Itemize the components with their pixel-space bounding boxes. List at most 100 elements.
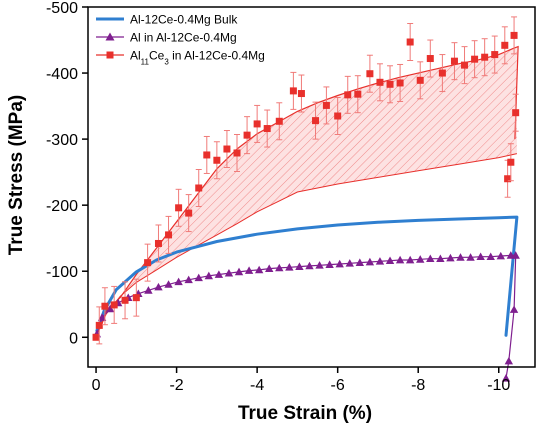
data-point <box>345 259 354 267</box>
data-point <box>213 156 221 164</box>
data-point <box>121 296 129 304</box>
data-point <box>243 131 251 139</box>
data-point <box>461 61 469 69</box>
data-point <box>184 275 193 284</box>
legend-text-part: Al-12Ce-0.4Mg Bulk <box>130 13 238 27</box>
data-point <box>322 101 330 109</box>
data-point <box>185 209 193 217</box>
series-1 <box>95 215 519 337</box>
data-point <box>233 149 241 157</box>
legend-item: Al11Ce3 in Al-12Ce-0.4Mg <box>96 49 265 67</box>
legend-subscript: 3 <box>164 57 169 66</box>
data-point <box>504 175 512 183</box>
shaded-band <box>96 46 517 338</box>
data-point <box>426 254 435 263</box>
data-point <box>105 304 115 313</box>
data-point <box>144 259 152 267</box>
data-point <box>132 294 140 302</box>
data-point <box>175 204 183 212</box>
legend-label: Al-12Ce-0.4Mg Bulk <box>130 13 238 27</box>
series-layer <box>92 16 520 382</box>
data-point <box>203 151 211 159</box>
legend-text-part: Al in Al-12Ce-0.4Mg <box>130 31 237 45</box>
tick-label-layer: 0 -2 -4 -6 -8 -10 -500 -400 -300 -200 -100 0 <box>46 0 510 394</box>
y-tick-label: -200 <box>46 198 78 215</box>
x-tick-label: -4 <box>250 377 264 394</box>
data-point <box>510 31 518 39</box>
y-tick-label: 0 <box>69 330 78 347</box>
data-point <box>263 125 271 133</box>
data-point <box>154 239 162 247</box>
data-point <box>504 356 514 365</box>
data-point <box>406 38 414 46</box>
legend-item: Al in Al-12Ce-0.4Mg <box>96 31 237 45</box>
data-point <box>144 286 153 294</box>
data-point <box>376 78 384 86</box>
data-point <box>450 57 458 65</box>
data-point <box>486 252 495 261</box>
data-point <box>195 184 203 192</box>
data-point <box>426 55 434 63</box>
fit-line <box>95 45 519 338</box>
data-point <box>295 262 304 270</box>
data-point <box>491 51 499 59</box>
data-point <box>416 255 425 263</box>
data-point <box>312 117 320 125</box>
y-tick-label: -300 <box>46 132 78 149</box>
x-tick-label: -2 <box>169 377 183 394</box>
data-point <box>344 91 352 99</box>
data-point <box>481 53 489 61</box>
data-point <box>436 254 445 263</box>
data-point <box>355 258 365 266</box>
y-tick-label: -100 <box>46 264 78 281</box>
legend-item: Al-12Ce-0.4Mg Bulk <box>96 13 238 27</box>
data-point <box>335 259 344 268</box>
data-point <box>92 333 100 341</box>
legend-text-part: Ce <box>149 49 165 63</box>
data-point <box>234 267 244 276</box>
data-point <box>466 253 475 261</box>
data-point <box>375 257 385 265</box>
data-point <box>165 231 173 239</box>
data-point <box>509 305 519 313</box>
data-point <box>224 269 234 277</box>
x-tick-label: -8 <box>411 377 425 394</box>
series-line <box>95 215 519 337</box>
data-point <box>496 251 505 260</box>
plot-frame <box>87 6 536 368</box>
legend-text-part: Al <box>130 49 141 63</box>
series-2 <box>92 251 520 382</box>
x-tick-label: 0 <box>92 377 101 394</box>
data-point <box>305 261 314 270</box>
series-line <box>96 254 517 379</box>
shaded-band-layer <box>95 46 518 338</box>
data-point <box>511 251 520 259</box>
data-point <box>101 302 109 310</box>
data-point <box>438 69 446 77</box>
data-point <box>223 145 231 153</box>
data-point <box>297 90 305 98</box>
legend-label: Al11Ce3 in Al-12Ce-0.4Mg <box>130 49 265 67</box>
data-point <box>354 90 362 98</box>
data-point <box>456 253 465 261</box>
data-point <box>315 261 324 269</box>
legend-text-part: in Al-12Ce-0.4Mg <box>169 49 265 63</box>
legend-label: Al in Al-12Ce-0.4Mg <box>130 31 237 45</box>
data-point <box>265 264 274 272</box>
y-tick-label: -500 <box>46 0 78 17</box>
data-point <box>174 277 183 286</box>
data-point <box>416 76 424 84</box>
data-point <box>204 271 214 280</box>
data-point <box>325 260 334 268</box>
data-point <box>501 374 511 382</box>
data-point <box>385 256 395 265</box>
data-point <box>164 280 173 288</box>
series-3 <box>92 16 520 345</box>
data-point <box>95 321 103 329</box>
data-point <box>154 282 163 291</box>
data-point <box>396 79 404 87</box>
data-point <box>244 266 254 274</box>
band-lower-bound-line <box>95 153 518 338</box>
data-point <box>501 41 509 49</box>
